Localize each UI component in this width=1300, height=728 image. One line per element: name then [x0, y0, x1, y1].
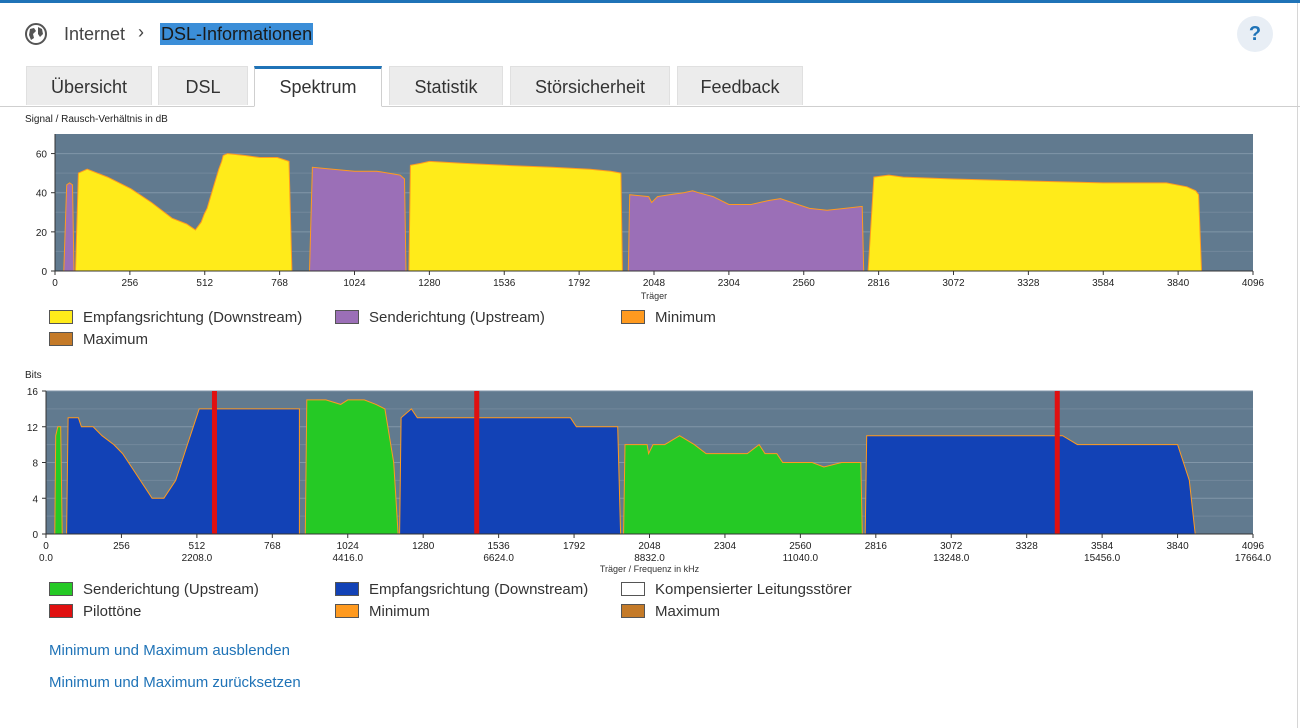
freq-label: 4416.0	[332, 553, 363, 564]
freq-label: 11040.0	[783, 553, 819, 564]
tab-stoersicherheit[interactable]: Störsicherheit	[510, 66, 670, 105]
pilot-tone-mark	[474, 391, 480, 534]
hide-minmax-link[interactable]: Minimum und Maximum ausblenden	[49, 642, 290, 659]
x-tick-label: 2560	[793, 278, 816, 289]
series-area	[308, 166, 407, 272]
globe-icon	[25, 23, 47, 45]
freq-label: 13248.0	[933, 553, 970, 564]
x-tick-label: 1792	[563, 541, 586, 552]
reset-minmax-link[interactable]: Minimum und Maximum zurücksetzen	[49, 674, 301, 691]
x-tick-label: 1536	[493, 278, 516, 289]
x-tick-label: 2560	[789, 541, 812, 552]
legend-snr-upstream: Senderichtung (Upstream)	[335, 310, 545, 328]
tab-bar: Übersicht DSL Spektrum Statistik Störsic…	[0, 66, 1300, 107]
x-tick-label: 0	[52, 278, 58, 289]
series-area	[408, 160, 623, 272]
x-tick-label: 3072	[942, 278, 965, 289]
legend-bits-maximum: Maximum	[621, 604, 720, 622]
series-area	[399, 408, 622, 535]
legend-snr-downstream: Empfangsrichtung (Downstream)	[49, 310, 302, 328]
page-header: Internet › DSL-Informationen ?	[0, 0, 1300, 66]
legend-bits-downstream: Empfangsrichtung (Downstream)	[335, 582, 588, 600]
x-tick-label: 256	[122, 278, 139, 289]
freq-label: 15456.0	[1084, 553, 1121, 564]
y-tick-label: 0	[32, 530, 38, 541]
y-tick-label: 60	[36, 150, 48, 161]
legend-snr-maximum: Maximum	[49, 332, 148, 350]
breadcrumb-internet[interactable]: Internet	[64, 24, 126, 44]
x-tick-label: 3584	[1092, 278, 1115, 289]
help-button[interactable]: ?	[1237, 16, 1273, 52]
tab-feedback[interactable]: Feedback	[677, 66, 803, 105]
x-tick-label: 1024	[337, 541, 360, 552]
x-tick-label: 3840	[1166, 541, 1189, 552]
x-tick-label: 1280	[412, 541, 435, 552]
y-tick-label: 8	[32, 459, 38, 470]
freq-label: 8832.0	[634, 553, 665, 564]
x-tick-label: 768	[264, 541, 281, 552]
series-area	[623, 435, 863, 535]
y-tick-label: 0	[41, 267, 47, 278]
x-tick-label: 1536	[488, 541, 511, 552]
x-tick-label: 4096	[1242, 278, 1265, 289]
tab-spektrum[interactable]: Spektrum	[254, 66, 382, 107]
x-tick-label: 3328	[1016, 541, 1039, 552]
freq-label: 0.0	[39, 553, 53, 564]
series-area	[627, 190, 865, 272]
breadcrumb-current-page: DSL-Informationen	[160, 23, 314, 45]
top-accent-line	[0, 0, 1300, 3]
y-tick-label: 4	[32, 494, 38, 505]
pilot-tone-mark	[211, 391, 217, 534]
legend-bits-pilot: Pilottöne	[49, 604, 141, 622]
x-tick-label: 2816	[868, 278, 891, 289]
x-tick-label: 0	[43, 541, 49, 552]
y-tick-label: 12	[27, 423, 39, 434]
x-axis-label: Träger / Frequenz in kHz	[600, 564, 700, 574]
bits-chart-title: Bits	[25, 370, 42, 381]
legend-bits-minimum: Minimum	[335, 604, 430, 622]
y-tick-label: 40	[36, 189, 48, 200]
series-area	[66, 408, 300, 535]
freq-label: 17664.0	[1235, 553, 1272, 564]
x-tick-label: 512	[189, 541, 206, 552]
tab-statistik[interactable]: Statistik	[389, 66, 503, 105]
legend-snr-minimum: Minimum	[621, 310, 716, 328]
x-tick-label: 512	[196, 278, 213, 289]
x-tick-label: 3840	[1167, 278, 1190, 289]
snr-chart: 0 20 40 60 0 256 512 768 1024 1280 1536 1792 2048 230…	[36, 134, 1265, 301]
y-tick-label: 16	[27, 387, 39, 398]
breadcrumb-separator-icon: ›	[138, 22, 144, 42]
freq-label: 2208.0	[182, 553, 213, 564]
bits-chart: 0 4 8 12 16 0 256 512 768 1024 1280 1536 1792 2048 230…	[27, 387, 1272, 574]
x-tick-label: 2816	[865, 541, 888, 552]
x-tick-label: 1024	[343, 278, 366, 289]
legend-bits-upstream: Senderichtung (Upstream)	[49, 582, 259, 600]
x-tick-label: 256	[113, 541, 130, 552]
x-tick-label: 3328	[1017, 278, 1040, 289]
x-tick-label: 3072	[940, 541, 963, 552]
x-tick-label: 4096	[1242, 541, 1265, 552]
x-tick-label: 1280	[418, 278, 441, 289]
x-tick-label: 2048	[638, 541, 661, 552]
x-tick-label: 768	[271, 278, 288, 289]
x-axis-label: Träger	[641, 291, 667, 301]
tab-uebersicht[interactable]: Übersicht	[26, 66, 152, 105]
pilot-tone-mark	[1054, 391, 1060, 534]
x-tick-label: 2304	[718, 278, 741, 289]
x-tick-label: 2048	[643, 278, 666, 289]
series-area	[54, 426, 63, 535]
snr-chart-title: Signal / Rausch-Verhältnis in dB	[25, 114, 168, 125]
legend-bits-compensated: Kompensierter Leitungsstörer	[621, 582, 852, 600]
series-area	[74, 153, 293, 272]
tab-dsl[interactable]: DSL	[158, 66, 248, 105]
x-tick-label: 2304	[714, 541, 737, 552]
page-border	[1297, 3, 1298, 728]
series-area	[864, 435, 1196, 535]
x-tick-label: 1792	[568, 278, 591, 289]
x-tick-label: 3584	[1091, 541, 1114, 552]
series-area	[867, 174, 1203, 272]
freq-label: 6624.0	[483, 553, 514, 564]
y-tick-label: 20	[36, 228, 48, 239]
series-area	[304, 399, 399, 535]
